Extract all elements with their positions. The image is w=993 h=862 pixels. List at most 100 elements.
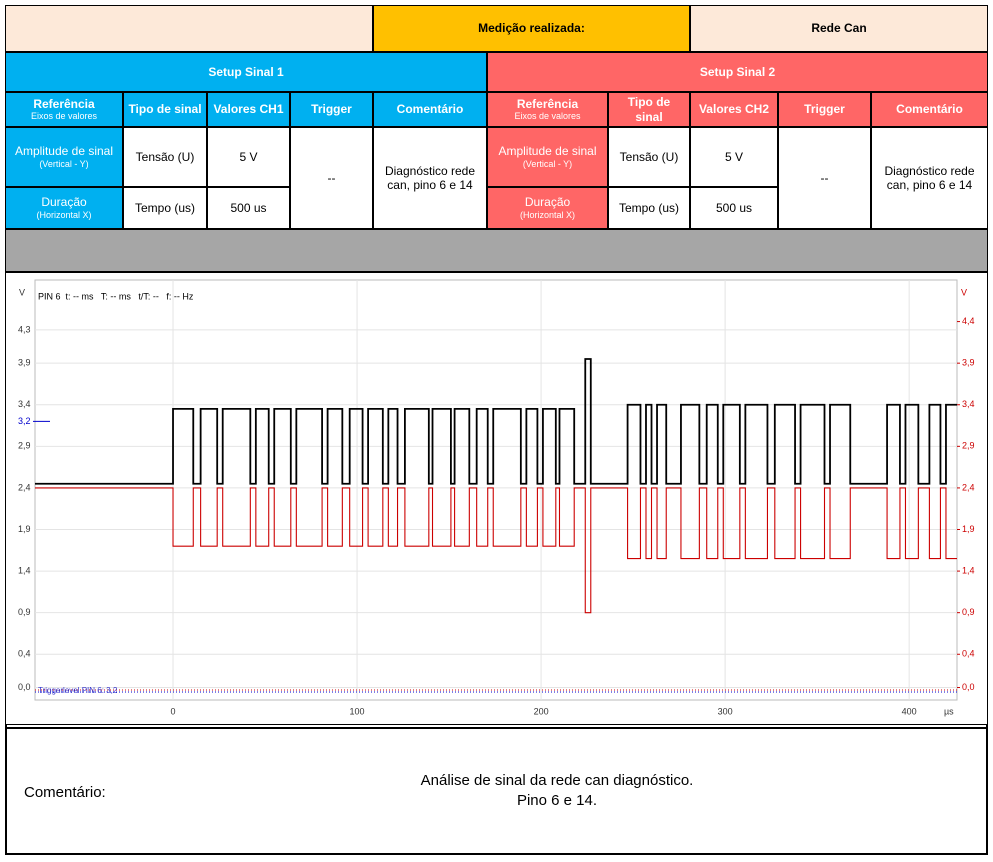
column-header: Tipo de sinal: [608, 92, 690, 127]
comment: Diagnóstico rede can, pino 6 e 14: [871, 127, 988, 229]
y2-tick-label: 0,9: [962, 607, 975, 617]
row-label: Amplitude de sinal (Vertical - Y): [487, 127, 608, 187]
signal-type: Tensão (U): [123, 127, 207, 187]
y-tick-label: 1,4: [18, 565, 31, 575]
text: (Horizontal X): [519, 209, 575, 220]
trace: [35, 487, 957, 614]
x-tick-label: 0: [171, 706, 176, 716]
signal-value: 500 us: [690, 187, 778, 229]
column-header: Referência Eixos de valores: [5, 92, 123, 127]
y-tick-label: 0,4: [18, 649, 31, 659]
y2-tick-label: 2,9: [962, 441, 975, 451]
column-header: Trigger: [290, 92, 373, 127]
text: Tipo de sinal: [128, 102, 202, 117]
x-tick-label: 100: [350, 706, 365, 716]
y2-label: V: [961, 287, 967, 297]
x-tick-label: 300: [718, 706, 733, 716]
text: Tempo (us): [618, 200, 680, 215]
plot-frame: [34, 279, 958, 701]
y2-tick-label: 0,4: [962, 649, 975, 659]
y2-tick-label: 3,9: [962, 358, 975, 368]
x-unit: µs: [944, 706, 954, 716]
column-header: Tipo de sinal: [123, 92, 207, 127]
y-tick-label: 0,9: [18, 607, 31, 617]
text: Duração: [41, 195, 87, 210]
y2-tick-label: 2,4: [962, 482, 975, 492]
trace: [35, 358, 957, 485]
text: 500 us: [230, 200, 267, 215]
info: PIN 6 t: -- ms T: -- ms t/T: -- f: -- Hz: [38, 291, 194, 301]
comment-label: Comentário:: [24, 784, 106, 801]
text: Valores CH1: [213, 102, 284, 117]
text: Setup Sinal 1: [208, 64, 284, 79]
trigger: --: [778, 127, 871, 229]
text: Comentário: [396, 102, 464, 117]
text: Referência: [33, 96, 95, 111]
text: Tipo de sinal: [627, 95, 671, 124]
x-tick-label: 400: [902, 706, 917, 716]
comment-text: Análise de sinal da rede can diagnóstico…: [307, 771, 807, 810]
text: Amplitude de sinal: [14, 144, 114, 159]
signal-value: 500 us: [207, 187, 290, 229]
column-header: Valores CH1: [207, 92, 290, 127]
signal-value: 5 V: [207, 127, 290, 187]
text: (Vertical - Y): [39, 158, 89, 169]
signal-type: Tempo (us): [123, 187, 207, 229]
y-tick-label: 3,9: [18, 358, 31, 368]
row-label: Duração (Horizontal X): [5, 187, 123, 229]
comment: Diagnóstico rede can, pino 6 e 14: [373, 127, 487, 229]
text: --: [327, 170, 336, 185]
y2-tick-label: 1,4: [962, 565, 975, 575]
y2-tick-label: 1,9: [962, 524, 975, 534]
text: Medição realizada:: [478, 21, 585, 36]
text: Rede Can: [811, 21, 867, 36]
trigger: --: [290, 127, 373, 229]
text: 500 us: [715, 200, 753, 215]
text: (Vertical - Y): [522, 158, 573, 169]
y-tick-label: 0,0: [18, 682, 31, 692]
y-label: V: [19, 287, 25, 297]
text: Diagnóstico rede can, pino 6 e 14: [884, 163, 975, 192]
text: (Horizontal X): [36, 209, 92, 220]
y-tick-label: 2,4: [18, 482, 31, 492]
text: Diagnóstico rede can, pino 6 e 14: [384, 163, 476, 192]
column-header: Valores CH2: [690, 92, 778, 127]
row-label: Duração (Horizontal X): [487, 187, 608, 229]
text: Trigger: [804, 102, 845, 117]
text: Comentário: [896, 102, 963, 117]
comment-line: Análise de sinal da rede can diagnóstico…: [420, 772, 694, 789]
signal-type: Tensão (U): [608, 127, 690, 187]
measure-value: Rede Can: [690, 5, 988, 52]
text: Duração: [524, 195, 571, 210]
comment-line: Pino 6 e 14.: [516, 791, 598, 809]
text: Valores CH2: [698, 102, 770, 117]
text: 5 V: [239, 149, 258, 164]
text: Trigger: [311, 102, 352, 117]
row-label: Amplitude de sinal (Vertical - Y): [5, 127, 123, 187]
trigger-marker-label: 3,2: [18, 416, 31, 426]
column-header: Referência Eixos de valores: [487, 92, 608, 127]
column-header: Comentário: [871, 92, 988, 127]
y-tick-label: 2,9: [18, 441, 31, 451]
text: 5 V: [724, 149, 743, 164]
y2-tick-label: 3,4: [962, 399, 975, 409]
text: Amplitude de sinal: [498, 144, 597, 159]
text: Setup Sinal 2: [699, 64, 776, 79]
text: Referência: [516, 96, 579, 111]
blank-cell: [5, 5, 373, 52]
y-tick-label: 4,3: [18, 324, 31, 334]
y-tick-label: 1,9: [18, 524, 31, 534]
text: Eixos de valores: [30, 111, 98, 122]
signal-type: Tempo (us): [608, 187, 690, 229]
text: Eixos de valores: [514, 111, 581, 122]
gray-band: [5, 229, 988, 272]
text: Tensão (U): [619, 149, 679, 164]
y-tick-label: 3,4: [18, 399, 31, 409]
trigger-text: Triggerlevel PIN 6: 3,2: [38, 686, 118, 695]
setup-title: Setup Sinal 2: [487, 52, 988, 92]
text: Tempo (us): [134, 200, 196, 215]
column-header: Trigger: [778, 92, 871, 127]
measure-label: Medição realizada:: [373, 5, 690, 52]
